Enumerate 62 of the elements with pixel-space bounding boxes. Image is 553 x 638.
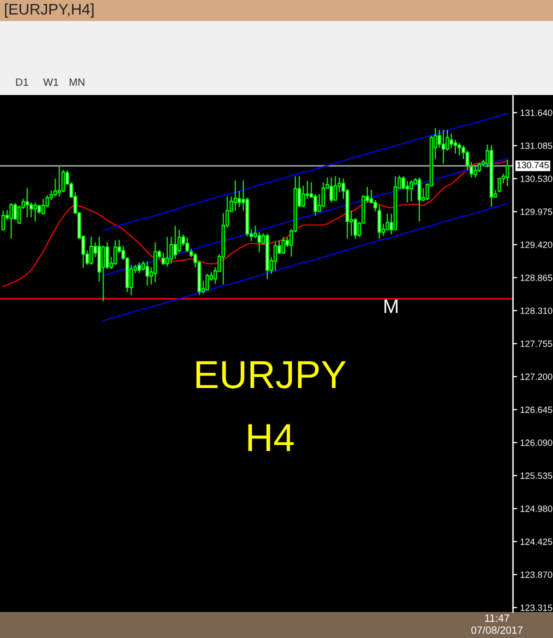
candlestick: [234, 180, 238, 212]
y-tick-label: 128.310: [520, 308, 552, 314]
y-tick-label: 124.425: [520, 538, 552, 545]
candlestick: [330, 176, 334, 203]
candlestick: [154, 242, 158, 283]
text: MN: [70, 78, 84, 86]
y-tick-label: 129.420: [520, 242, 552, 248]
candlestick: [490, 144, 494, 208]
y-tick-label: 126.645: [520, 406, 552, 413]
candlestick: [506, 159, 510, 186]
annotation: H4: [248, 424, 294, 452]
y-tick-label: 129.975: [520, 208, 552, 215]
candlestick: [458, 142, 462, 156]
line-series: [102, 203, 508, 322]
candlestick: [418, 176, 422, 222]
candlestick: [174, 225, 178, 260]
line-series: [102, 112, 508, 231]
text: 07/08/2017: [471, 626, 523, 634]
candlestick: [394, 176, 398, 231]
line-series: [102, 158, 508, 276]
y-tick-label: 127.200: [520, 374, 552, 380]
candlestick: [186, 236, 190, 253]
candlestick: [322, 182, 326, 208]
chart-title: [EURJPY,H4]: [5, 3, 94, 18]
candlestick: [9, 202, 13, 240]
y-tick-label: 127.755: [520, 340, 552, 347]
candlestick: [57, 165, 61, 198]
text: W1: [43, 78, 58, 86]
candlestick: [1, 210, 5, 231]
y-tick-label: 123.870: [520, 572, 552, 578]
y-tick-label: 124.980: [520, 506, 552, 512]
candlestick: [25, 188, 29, 218]
candlestick: [61, 169, 65, 193]
ref-line-label: 130.745: [517, 162, 549, 168]
y-tick-label: 131.085: [520, 142, 552, 149]
text: 11:47: [485, 614, 510, 622]
candlestick: [274, 242, 278, 272]
candlestick: [474, 166, 478, 178]
y-tick-label: 125.535: [520, 472, 552, 479]
candlestick: [206, 273, 210, 291]
y-tick-label: 131.640: [520, 110, 552, 116]
candlestick: [146, 260, 150, 286]
y-tick-label: 123.315: [520, 604, 552, 611]
candlestick: [282, 236, 286, 255]
candlestick: [334, 176, 338, 202]
line-series: [2, 160, 508, 287]
candlestick: [89, 236, 93, 266]
candlestick: [166, 236, 170, 268]
candlestick: [33, 202, 37, 222]
candlestick: [113, 240, 117, 266]
candlestick: [41, 198, 45, 215]
candlestick: [442, 129, 446, 164]
y-tick-label: 130.530: [520, 176, 552, 182]
candlestick: [410, 180, 414, 202]
candlestick: [138, 262, 142, 274]
annotation: M: [384, 300, 398, 314]
text: D1: [16, 78, 28, 86]
y-tick-label: 128.865: [520, 274, 552, 281]
y-tick-label: 126.090: [520, 440, 552, 446]
candlestick: [266, 233, 270, 280]
candlestick: [406, 180, 410, 203]
annotation: EURJPY: [196, 361, 346, 388]
